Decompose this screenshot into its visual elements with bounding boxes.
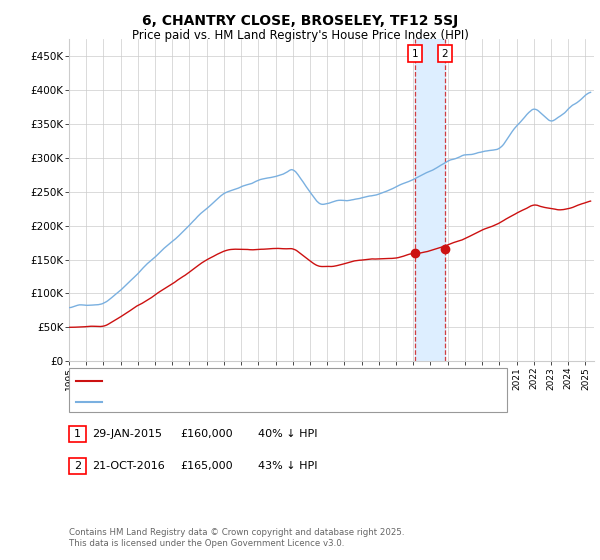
Text: 2: 2 [442,49,448,59]
Text: 6, CHANTRY CLOSE, BROSELEY, TF12 5SJ (detached house): 6, CHANTRY CLOSE, BROSELEY, TF12 5SJ (de… [107,376,413,385]
Text: 21-OCT-2016: 21-OCT-2016 [92,461,164,471]
Text: Price paid vs. HM Land Registry's House Price Index (HPI): Price paid vs. HM Land Registry's House … [131,29,469,42]
Text: 1: 1 [412,49,418,59]
Text: 29-JAN-2015: 29-JAN-2015 [92,429,162,439]
Text: 43% ↓ HPI: 43% ↓ HPI [258,461,317,471]
Text: £165,000: £165,000 [180,461,233,471]
Text: 1: 1 [74,429,81,439]
Bar [415,39,445,361]
Text: 6, CHANTRY CLOSE, BROSELEY, TF12 5SJ: 6, CHANTRY CLOSE, BROSELEY, TF12 5SJ [142,14,458,28]
Text: 40% ↓ HPI: 40% ↓ HPI [258,429,317,439]
Text: £160,000: £160,000 [180,429,233,439]
Text: HPI: Average price, detached house, Shropshire: HPI: Average price, detached house, Shro… [107,397,356,407]
Text: 2: 2 [74,461,81,471]
Text: Contains HM Land Registry data © Crown copyright and database right 2025.
This d: Contains HM Land Registry data © Crown c… [69,528,404,548]
